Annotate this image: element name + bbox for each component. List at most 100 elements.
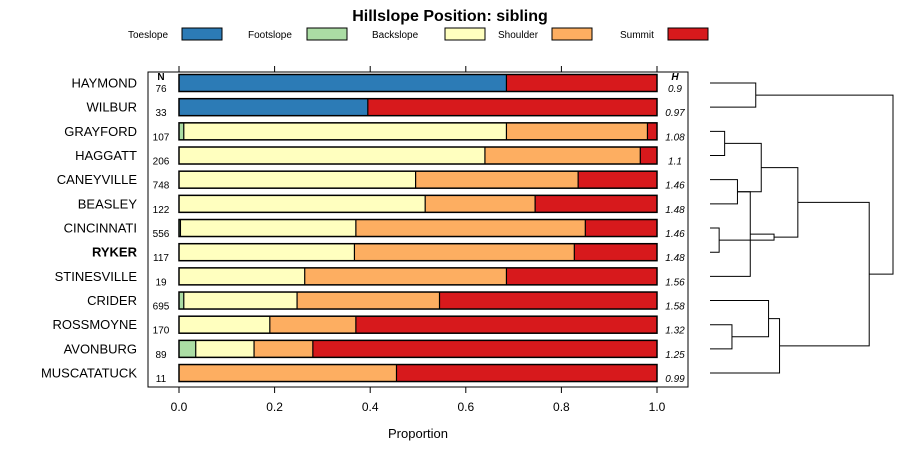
x-tick-label: 0.0 [171,400,188,414]
series-label: GRAYFORD [64,124,137,139]
series-label: HAGGATT [75,148,137,163]
row-haggatt: HAGGATT 206 1.1 [75,146,682,168]
bar-segment-backslope [179,243,355,261]
bar-segment-summit [578,171,657,189]
bar-segment-backslope [179,267,305,285]
x-tick-label: 1.0 [649,400,666,414]
chart-title: Hillslope Position: sibling [352,8,548,25]
dendrogram-branch [710,318,781,374]
x-tick-label: 0.6 [457,400,474,414]
bar-outline [178,291,658,310]
legend-swatch-shoulder [551,27,593,41]
legend-label-footslope: Footslope [248,30,292,41]
h-value: 1.46 [665,229,685,240]
bar-segment-backslope [183,122,507,140]
legend: Toeslope Footslope Backslope Shoulder Summit [128,27,709,41]
x-axis: 0.0 0.2 0.4 0.6 0.8 1.0 [171,66,666,414]
bar-segment-summit [312,340,657,358]
bar-segment-shoulder [254,340,313,358]
row-grayford: GRAYFORD 107 1.08 [64,122,685,143]
dendrogram-branch [710,130,726,157]
bar-outline [178,122,658,141]
bar-segment-summit [640,147,657,165]
bar-segment-summit [396,364,657,382]
n-value: 122 [153,205,170,216]
bar-segment-backslope [179,171,416,189]
bar-outline [178,339,658,359]
bar-segment-summit [535,195,657,213]
h-value: 1.32 [665,326,685,337]
dendrogram-branch [755,94,894,275]
n-value: 19 [155,277,167,288]
n-value: 107 [153,132,170,143]
row-stinesville: STINESVILLE 19 1.56 [55,267,685,288]
h-value: 0.9 [668,84,682,95]
row-beasley: BEASLEY 122 1.48 [78,194,685,216]
dendrogram-branch [719,233,775,241]
bar-segment-backslope [179,195,426,213]
row-crider: CRIDER 695 1.58 [87,291,685,313]
dendrogram-branch [779,201,870,347]
bar-segment-backslope [179,316,270,334]
h-value: 0.97 [665,108,685,119]
row-ryker: RYKER 117 1.48 [92,242,685,264]
legend-swatch-backslope [444,27,486,41]
series-label: RYKER [92,245,138,260]
bar-outline [178,146,658,165]
bar-outline [178,315,658,334]
row-wilbur: WILBUR 33 0.97 [86,97,685,119]
bar-segment-footslope [179,292,184,310]
n-value: 206 [153,157,170,168]
row-muscatatuck: MUSCATATUCK 11 0.99 [41,363,685,385]
h-header: H [671,72,679,83]
bar-segment-summit [574,243,657,261]
series-label: CRIDER [87,293,137,308]
n-value: 556 [153,229,170,240]
h-value: 1.46 [665,181,685,192]
n-value: 33 [155,108,167,119]
dendrogram [710,82,894,374]
bar-segment-shoulder [415,171,579,189]
legend-label-summit: Summit [620,30,654,41]
bar-segment-toeslope [179,74,507,92]
n-header: N [157,72,164,83]
bar-outline [178,170,658,189]
bar-outline [178,363,658,383]
dendrogram-branch [724,142,762,193]
bar-rows: HAYMOND 76 0.9 WILBUR 33 0.97 GRAYFORD 107 1.08 H… [41,73,685,385]
series-label: BEASLEY [78,196,138,211]
h-value: 1.56 [665,277,685,288]
x-axis-label: Proportion [388,426,448,441]
n-value: 89 [155,350,167,361]
bar-segment-shoulder [304,267,507,285]
row-avonburg: AVONBURG 89 1.25 [64,339,685,361]
bar-outline [178,73,658,93]
n-value: 117 [153,253,169,264]
row-rossmoyne: ROSSMOYNE 170 1.32 [52,315,685,337]
bar-outline [178,194,658,214]
bar-segment-shoulder [179,364,397,382]
series-label: MUSCATATUCK [41,366,137,381]
bar-segment-summit [506,74,657,92]
n-value: 11 [156,374,167,385]
x-tick-label: 0.4 [362,400,379,414]
dendrogram-branch [761,167,799,238]
dendrogram-branch [710,227,720,253]
dendrogram-branch [710,324,733,350]
bar-segment-summit [367,98,657,116]
h-value: 1.08 [665,132,685,143]
bar-segment-backslope [183,292,298,310]
bar-segment-summit [647,122,657,140]
h-value: 1.48 [665,205,685,216]
h-value: 1.25 [665,350,685,361]
bar-segment-shoulder [425,195,536,213]
legend-label-toeslope: Toeslope [128,30,168,41]
row-cincinnati: CINCINNATI 556 1.46 [64,218,685,240]
bar-segment-backslope [195,340,255,358]
series-label: ROSSMOYNE [52,317,137,332]
row-haymond: HAYMOND 76 0.9 [72,73,682,95]
bar-segment-summit [506,267,657,285]
bar-segment-shoulder [506,122,648,140]
dendrogram-branch [710,191,751,277]
